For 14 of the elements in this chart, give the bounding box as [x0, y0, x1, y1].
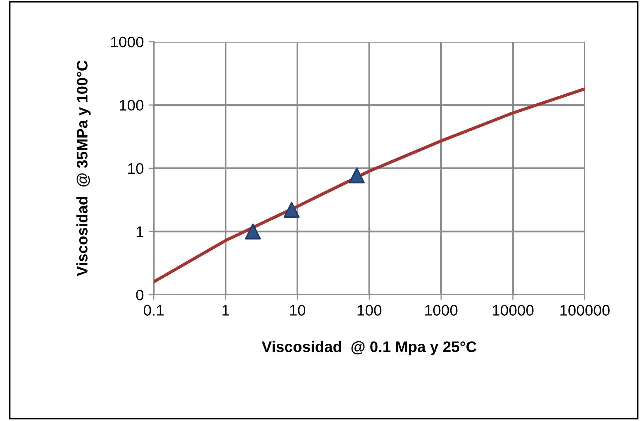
x-tick-label: 100 — [358, 305, 382, 316]
x-tick-label: 0.1 — [144, 305, 164, 316]
y-tick-label: 1 — [136, 226, 144, 238]
x-tick-label: 1000 — [426, 305, 458, 316]
y-tick-label: 10 — [128, 163, 144, 174]
x-tick-label: 10000 — [493, 305, 534, 316]
y-tick-label: 100 — [120, 100, 144, 111]
x-tick-label: 100000 — [560, 305, 610, 316]
x-axis-title: Viscosidad @ 0.1 Mpa y 25°C — [262, 341, 477, 356]
y-tick-label: 1000 — [111, 36, 144, 48]
x-tick-label: 10 — [290, 305, 306, 316]
x-tick-label: 1 — [222, 305, 230, 316]
y-tick-label: 0 — [136, 290, 144, 301]
y-axis-title: Viscosidad @ 35MPa y 100°C — [76, 60, 91, 276]
